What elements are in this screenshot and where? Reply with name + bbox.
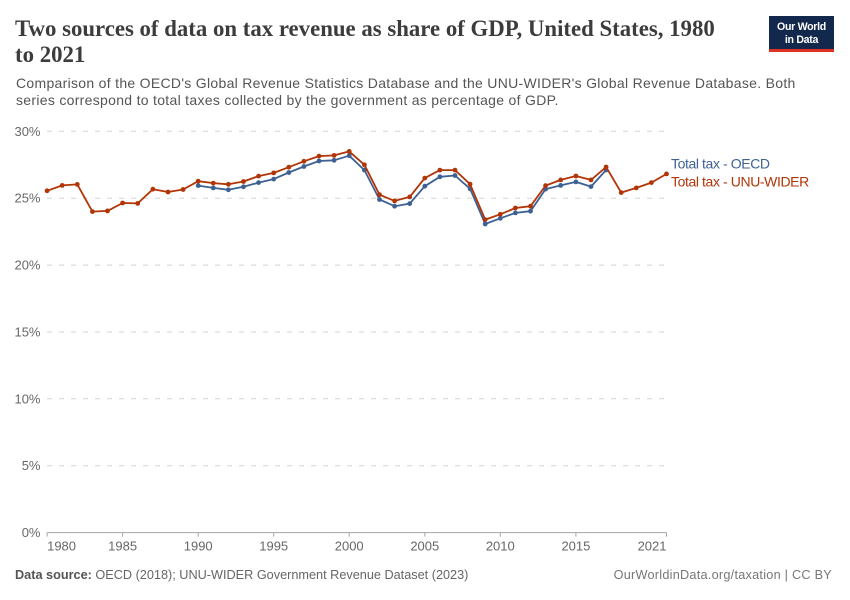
- svg-text:10%: 10%: [14, 391, 40, 406]
- svg-text:25%: 25%: [14, 191, 40, 206]
- svg-text:15%: 15%: [14, 325, 40, 340]
- svg-text:20%: 20%: [14, 258, 40, 273]
- svg-text:Total tax - UNU-WIDER: Total tax - UNU-WIDER: [671, 173, 809, 189]
- svg-text:30%: 30%: [14, 124, 40, 139]
- svg-text:5%: 5%: [22, 458, 41, 473]
- svg-text:Total tax - OECD: Total tax - OECD: [671, 156, 770, 172]
- svg-text:1985: 1985: [108, 538, 137, 553]
- svg-text:0%: 0%: [22, 525, 41, 540]
- svg-text:2005: 2005: [410, 538, 439, 553]
- svg-text:2000: 2000: [335, 538, 364, 553]
- svg-text:1990: 1990: [184, 538, 213, 553]
- svg-text:2015: 2015: [561, 538, 590, 553]
- svg-text:2021: 2021: [638, 538, 667, 553]
- svg-text:1980: 1980: [47, 538, 76, 553]
- svg-text:2010: 2010: [486, 538, 515, 553]
- svg-text:1995: 1995: [259, 538, 288, 553]
